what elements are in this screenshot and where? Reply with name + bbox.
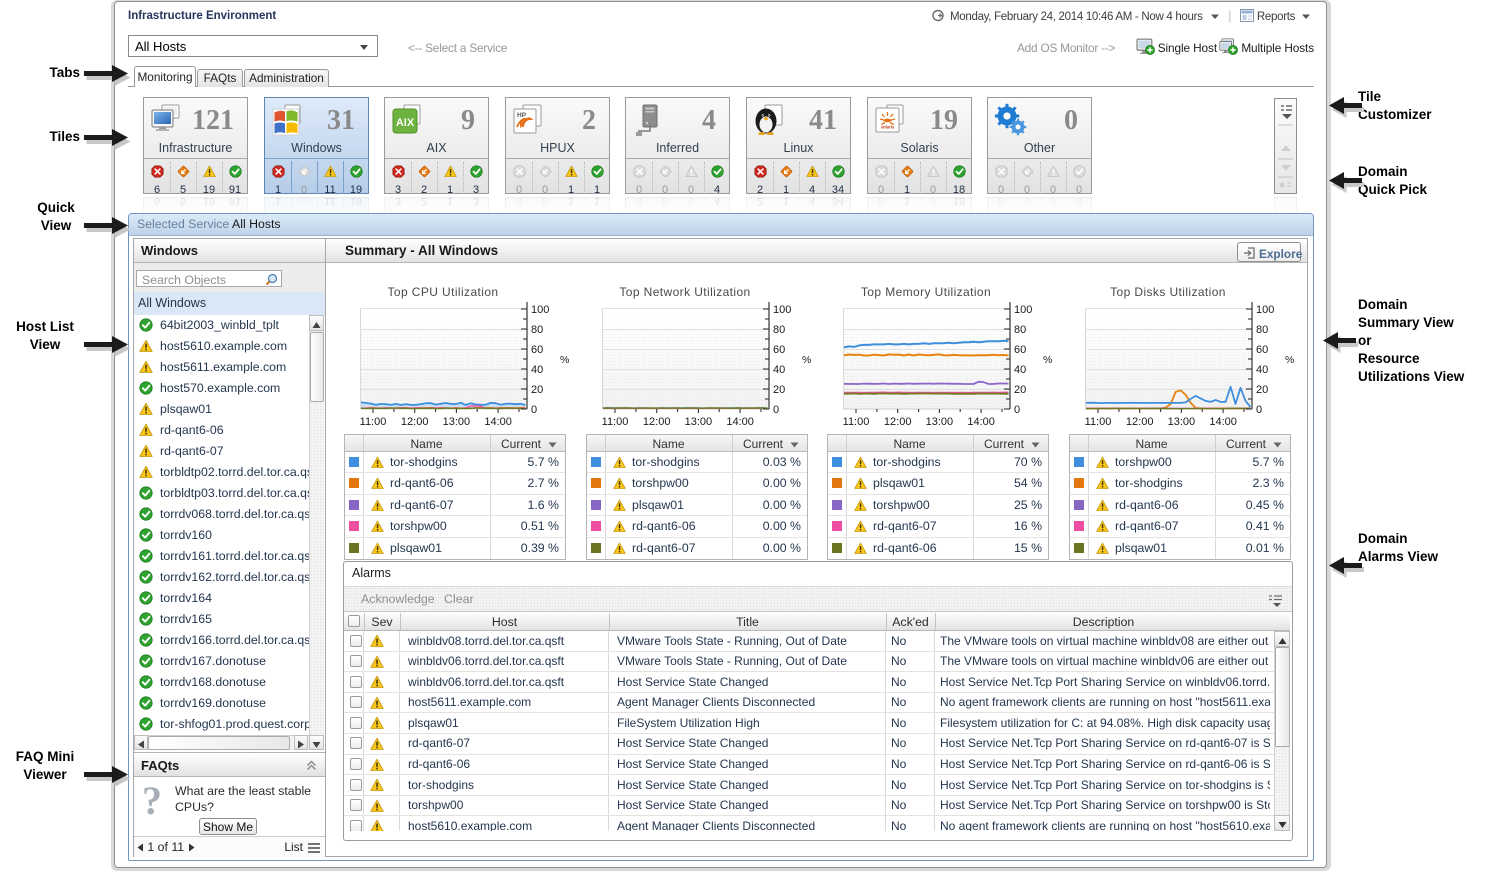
- svg-text:20: 20: [773, 384, 785, 396]
- svg-text:%: %: [1043, 354, 1052, 366]
- svg-text:11:00: 11:00: [843, 416, 869, 428]
- svg-text:60: 60: [1256, 344, 1268, 356]
- svg-text:40: 40: [1256, 364, 1268, 376]
- svg-text:60: 60: [1014, 344, 1026, 356]
- svg-text:100: 100: [773, 304, 791, 316]
- svg-text:80: 80: [1014, 324, 1026, 336]
- svg-text:13:00: 13:00: [443, 416, 471, 428]
- svg-text:12:00: 12:00: [401, 416, 429, 428]
- svg-text:13:00: 13:00: [685, 416, 713, 428]
- svg-text:AIX: AIX: [396, 117, 415, 129]
- svg-text:%: %: [1285, 354, 1294, 366]
- svg-text:12:00: 12:00: [643, 416, 671, 428]
- svg-text:13:00: 13:00: [926, 416, 954, 428]
- svg-text:100: 100: [1014, 304, 1032, 316]
- svg-text:0: 0: [1256, 404, 1262, 416]
- svg-text:100: 100: [531, 304, 549, 316]
- svg-text:20: 20: [1014, 384, 1026, 396]
- svg-text:11:00: 11:00: [602, 416, 628, 428]
- svg-text:14:00: 14:00: [726, 416, 754, 428]
- svg-text:solaris: solaris: [881, 125, 895, 130]
- svg-text:13:00: 13:00: [1168, 416, 1196, 428]
- svg-text:12:00: 12:00: [884, 416, 912, 428]
- svg-text:%: %: [560, 354, 569, 366]
- svg-text:80: 80: [1256, 324, 1268, 336]
- svg-text:14:00: 14:00: [484, 416, 512, 428]
- svg-text:100: 100: [1256, 304, 1274, 316]
- svg-text:40: 40: [1014, 364, 1026, 376]
- svg-text:40: 40: [773, 364, 785, 376]
- svg-text:60: 60: [773, 344, 785, 356]
- svg-text:60: 60: [531, 344, 543, 356]
- svg-text:HP: HP: [517, 112, 527, 119]
- svg-text:80: 80: [773, 324, 785, 336]
- svg-text:11:00: 11:00: [360, 416, 386, 428]
- svg-text:20: 20: [1256, 384, 1268, 396]
- svg-text:14:00: 14:00: [1209, 416, 1237, 428]
- svg-text:12:00: 12:00: [1126, 416, 1154, 428]
- svg-text:0: 0: [531, 404, 537, 416]
- svg-text:80: 80: [531, 324, 543, 336]
- svg-text:11:00: 11:00: [1085, 416, 1111, 428]
- svg-text:20: 20: [531, 384, 543, 396]
- svg-text:%: %: [802, 354, 811, 366]
- svg-text:14:00: 14:00: [967, 416, 995, 428]
- svg-text:40: 40: [531, 364, 543, 376]
- svg-text:0: 0: [773, 404, 779, 416]
- svg-text:0: 0: [1014, 404, 1020, 416]
